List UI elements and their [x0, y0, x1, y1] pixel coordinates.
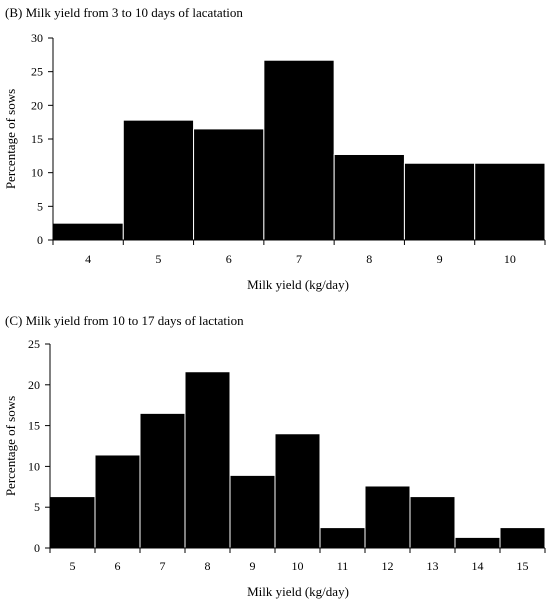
chart-b-y-ticks: 0 5 10 15 20 25 30: [31, 31, 53, 247]
chart-c-bar: [274, 433, 321, 549]
chart-c: (C) Milk yield from 10 to 17 days of lac…: [3, 313, 546, 599]
chart-b-xlabel: Milk yield (kg/day): [247, 277, 349, 292]
chart-c-x-tick-label: 12: [382, 559, 394, 573]
chart-b-bar: [333, 153, 405, 241]
chart-b-bar: [193, 128, 265, 241]
chart-c-y-ticks: 0 5 10 15 20 25: [28, 337, 50, 555]
chart-b-y-tick-label: 10: [31, 166, 43, 180]
chart-c-y-tick-label: 5: [34, 500, 40, 514]
chart-c-bar: [364, 485, 411, 549]
chart-c-bar: [319, 527, 366, 549]
chart-c-y-tick-label: 25: [28, 337, 40, 351]
chart-b-x-tick-label: 4: [85, 252, 91, 266]
chart-b-x-tick-label: 10: [504, 252, 516, 266]
chart-c-ylabel: Percentage of sows: [3, 396, 18, 496]
chart-c-bar: [139, 412, 186, 549]
chart-b-y-tick-label: 15: [31, 132, 43, 146]
chart-b-y-tick-label: 30: [31, 31, 43, 45]
chart-b-y-tick-label: 0: [37, 233, 43, 247]
chart-c-x-tick-label: 6: [115, 559, 121, 573]
chart-b-x-tick-label: 5: [155, 252, 161, 266]
chart-c-x-tick-label: 14: [472, 559, 484, 573]
chart-c-bar: [49, 496, 96, 549]
chart-c-x-tick-label: 11: [337, 559, 349, 573]
chart-b-title: (B) Milk yield from 3 to 10 days of laca…: [5, 5, 243, 20]
chart-b-y-tick-label: 5: [37, 199, 43, 213]
chart-c-y-tick-label: 20: [28, 378, 40, 392]
chart-c-x-tick-label: 10: [292, 559, 304, 573]
chart-b-ylabel: Percentage of sows: [3, 89, 18, 189]
chart-b-x-tick-label: 7: [296, 252, 302, 266]
chart-b-bar: [52, 222, 124, 241]
chart-c-axes: [49, 344, 545, 549]
chart-b-axes: [52, 38, 545, 241]
chart-c-bar: [409, 496, 456, 549]
chart-b-x-tick-label: 9: [437, 252, 443, 266]
chart-b-bars: [52, 59, 546, 241]
chart-c-x-tick-label: 13: [427, 559, 439, 573]
chart-c-xlabel: Milk yield (kg/day): [247, 584, 349, 599]
chart-b-x-ticks: 4 5 6 7 8 9 10: [52, 240, 546, 266]
chart-c-bar: [184, 371, 231, 549]
chart-c-bar: [229, 474, 276, 549]
chart-b-bar: [263, 59, 335, 241]
chart-c-x-tick-label: 9: [250, 559, 256, 573]
chart-b-bar: [403, 162, 476, 241]
chart-b-bar: [122, 119, 195, 241]
chart-c-y-tick-label: 0: [34, 541, 40, 555]
chart-c-x-tick-label: 5: [70, 559, 76, 573]
chart-c-x-tick-label: 8: [205, 559, 211, 573]
chart-b-x-tick-label: 8: [366, 252, 372, 266]
chart-b-y-tick-label: 25: [31, 65, 43, 79]
chart-b-bar: [474, 162, 546, 241]
chart-c-bar: [499, 527, 546, 549]
chart-c-x-ticks: 5 6 7 8 9 10 11 12 13 14 15: [49, 548, 546, 573]
chart-c-x-tick-label: 15: [517, 559, 529, 573]
chart-c-bar: [94, 454, 141, 549]
chart-c-y-tick-label: 10: [28, 459, 40, 473]
chart-c-bars: [49, 371, 546, 549]
chart-b: (B) Milk yield from 3 to 10 days of laca…: [3, 5, 546, 292]
chart-c-title: (C) Milk yield from 10 to 17 days of lac…: [5, 313, 244, 328]
chart-c-bar: [454, 536, 501, 549]
chart-b-y-tick-label: 20: [31, 98, 43, 112]
chart-c-x-tick-label: 7: [160, 559, 166, 573]
chart-c-y-tick-label: 15: [28, 419, 40, 433]
chart-b-x-tick-label: 6: [226, 252, 232, 266]
